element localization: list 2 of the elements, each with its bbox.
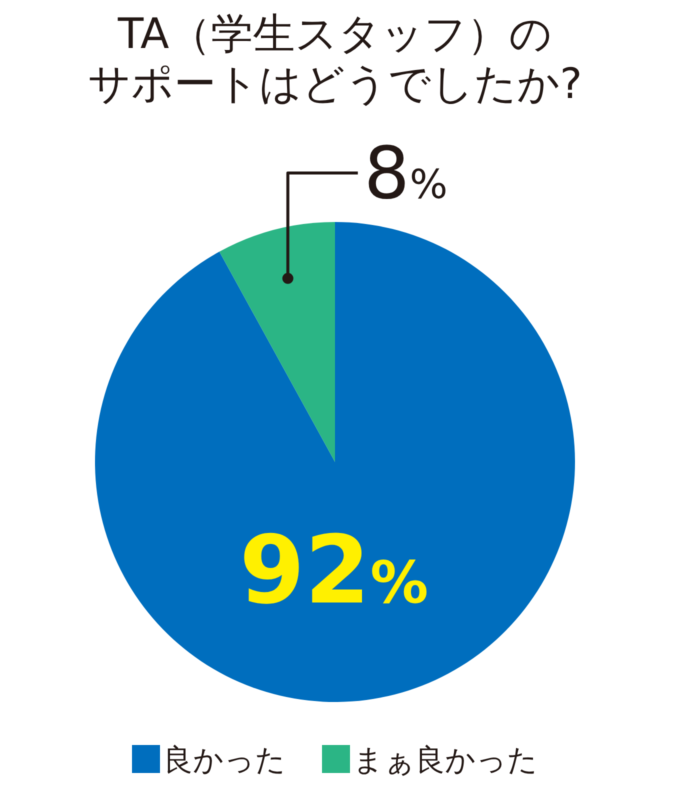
title: サポートはどうでしたか?	[88, 59, 582, 108]
title: TA（学生スタッフ）の	[118, 9, 552, 58]
